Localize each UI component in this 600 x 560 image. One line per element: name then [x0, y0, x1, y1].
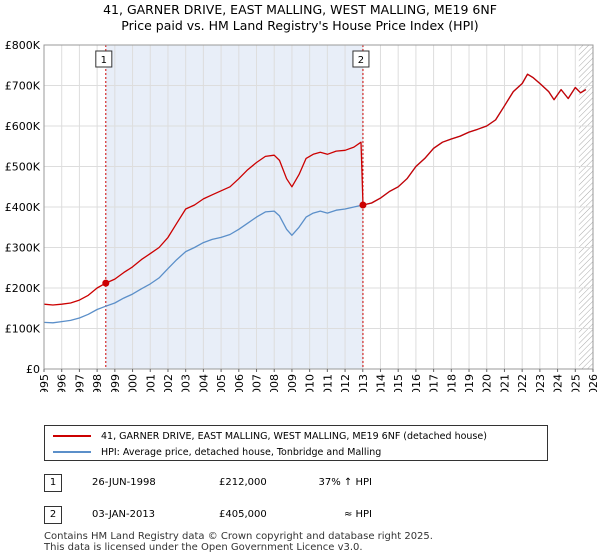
- legend: 41, GARNER DRIVE, EAST MALLING, WEST MAL…: [44, 425, 548, 461]
- series-line-property: [43, 73, 587, 306]
- sale-hpi-relation: 37% ↑ HPI: [318, 477, 372, 488]
- y-tick-label: £700K: [5, 80, 41, 93]
- x-tick-label: 2000: [127, 374, 140, 392]
- sale-date: 26-JUN-1998: [92, 477, 156, 488]
- plot-border: [43, 44, 594, 370]
- x-tick-label: 2011: [321, 374, 334, 392]
- x-tick-label: 2023: [534, 374, 547, 392]
- legend-label-property: 41, GARNER DRIVE, EAST MALLING, WEST MAL…: [101, 430, 487, 442]
- x-tick-label: 2012: [339, 374, 352, 392]
- y-tick-label: £300K: [5, 242, 41, 255]
- x-tick-label: 2016: [410, 374, 423, 392]
- x-tick-label: 2009: [286, 374, 299, 392]
- x-tick-label: 2010: [304, 374, 317, 392]
- x-tick-label: 2018: [445, 374, 458, 392]
- sale-number-badge: 2: [44, 506, 62, 524]
- x-tick-label: 2006: [233, 374, 246, 392]
- sale-price: £405,000: [219, 509, 267, 520]
- x-tick-label: 1996: [56, 374, 69, 392]
- y-tick-label: £200K: [5, 282, 41, 295]
- chart-subtitle: Price paid vs. HM Land Registry's House …: [121, 18, 479, 33]
- sale-point: [102, 279, 110, 287]
- y-tick-label: £0: [26, 363, 40, 376]
- x-tick-label: 2008: [268, 374, 281, 392]
- x-tick-label: 2001: [144, 374, 157, 392]
- x-tick-label: 2021: [498, 374, 511, 392]
- y-tick-label: £500K: [5, 161, 41, 174]
- x-tick-label: 1999: [109, 374, 122, 392]
- x-tick-label: 2022: [516, 374, 529, 392]
- legend-line-property: [53, 435, 91, 437]
- chart-title: 41, GARNER DRIVE, EAST MALLING, WEST MAL…: [103, 2, 497, 17]
- x-tick-label: 2005: [215, 374, 228, 392]
- sale-label-text: 2: [358, 55, 364, 66]
- x-tick-label: 2003: [180, 374, 193, 392]
- legend-item-property: 41, GARNER DRIVE, EAST MALLING, WEST MAL…: [53, 429, 487, 443]
- y-tick-label: £600K: [5, 120, 41, 133]
- x-tick-label: 1997: [73, 374, 86, 392]
- y-tick-label: £400K: [5, 201, 41, 214]
- x-tick-label: 2026: [587, 374, 600, 392]
- sale-hpi-relation: ≈ HPI: [343, 509, 372, 520]
- x-tick-label: 2014: [374, 374, 387, 392]
- x-tick-label: 2025: [569, 374, 582, 392]
- x-tick-label: 2015: [392, 374, 405, 392]
- price-chart: 1 2 £0 £100K £200K £300K £400K £500K £600K £700K £…: [5, 39, 600, 392]
- y-tick-label: £800K: [5, 39, 41, 52]
- legend-item-hpi: HPI: Average price, detached house, Tonb…: [53, 445, 381, 459]
- legend-label-hpi: HPI: Average price, detached house, Tonb…: [101, 446, 382, 458]
- footer-copyright: Contains HM Land Registry data © Crown c…: [44, 531, 433, 542]
- sale-point: [359, 201, 367, 209]
- x-tick-label: 2020: [481, 374, 494, 392]
- x-tick-label: 1995: [38, 374, 51, 392]
- x-tick-label: 2017: [428, 374, 441, 392]
- x-tick-label: 2024: [552, 374, 565, 392]
- sale-label-box: [352, 50, 370, 68]
- x-tick-label: 2002: [162, 374, 175, 392]
- x-tick-label: 2007: [251, 374, 264, 392]
- x-tick-label: 2013: [357, 374, 370, 392]
- sale-number-badge: 1: [44, 474, 62, 492]
- sale-label-text: 1: [101, 55, 107, 66]
- sale-price: £212,000: [219, 477, 267, 488]
- sale-date: 03-JAN-2013: [92, 509, 156, 520]
- x-tick-label: 2004: [197, 374, 210, 392]
- y-tick-label: £100K: [5, 323, 41, 336]
- x-tick-label: 2019: [463, 374, 476, 392]
- x-tick-label: 1998: [91, 374, 104, 392]
- footer: Contains HM Land Registry data © Crown c…: [44, 531, 433, 553]
- legend-line-hpi: [53, 451, 91, 453]
- footer-licence: This data is licensed under the Open Gov…: [44, 542, 363, 553]
- sale-label-box: [95, 50, 113, 68]
